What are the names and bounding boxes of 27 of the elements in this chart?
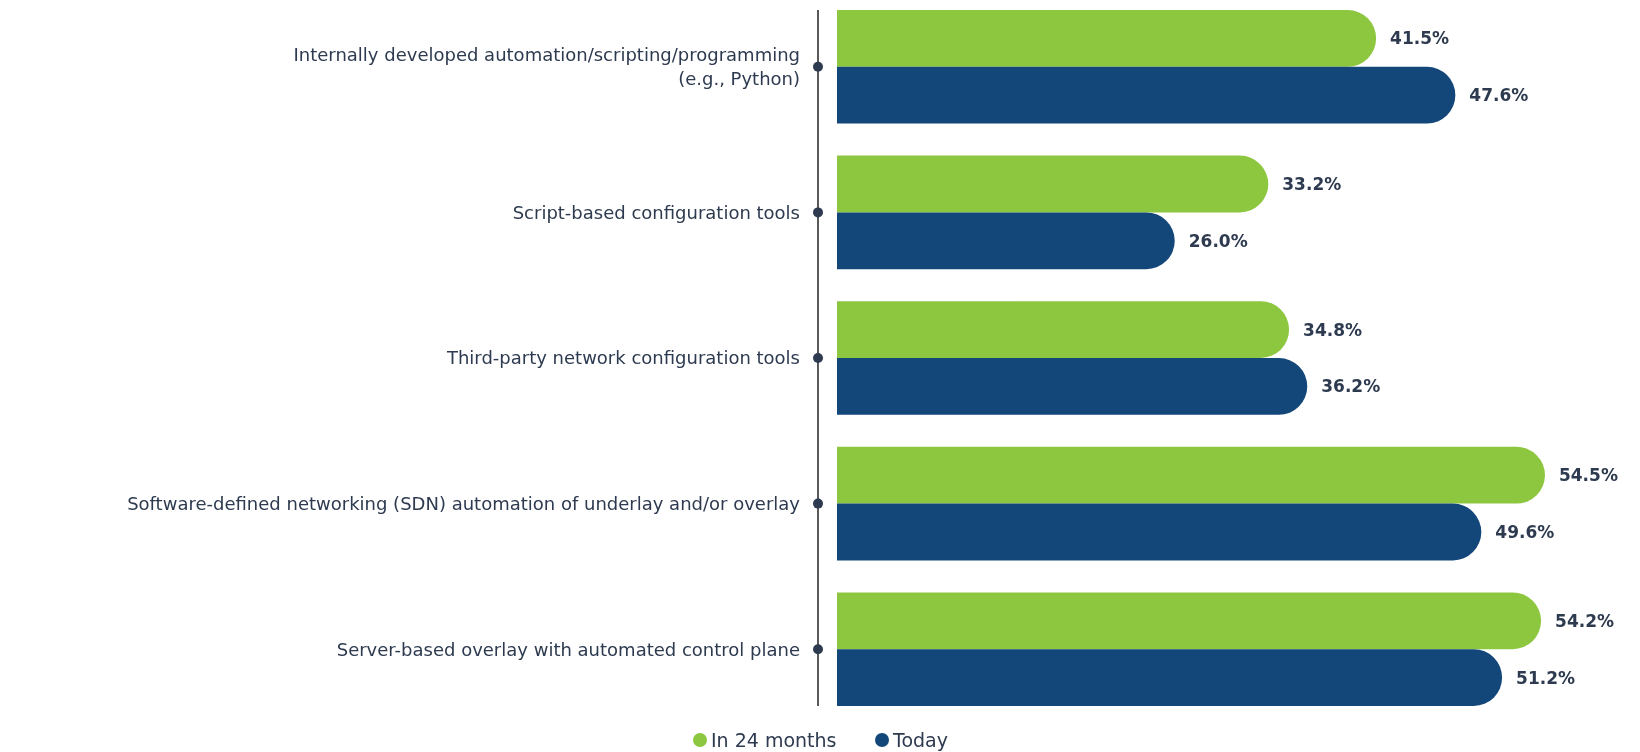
- bar: [837, 155, 1269, 213]
- data-label: 49.6%: [1495, 521, 1555, 542]
- data-label: 41.5%: [1390, 28, 1450, 49]
- bar: [837, 10, 1377, 67]
- bar: [837, 212, 1175, 270]
- data-label: 54.2%: [1555, 610, 1615, 631]
- y-tick-label: Third-party network configuration tools: [445, 347, 800, 369]
- data-label: 34.8%: [1303, 319, 1363, 340]
- y-tick-label: Script-based configuration tools: [512, 201, 800, 223]
- data-label: 26.0%: [1188, 230, 1248, 251]
- data-label: 47.6%: [1469, 85, 1529, 106]
- data-label: 36.2%: [1321, 376, 1381, 397]
- data-label: 33.2%: [1282, 173, 1342, 194]
- y-tick-label: Server-based overlay with automated control plane: [336, 638, 800, 660]
- bar: [837, 301, 1290, 358]
- legend-label: In 24 months: [711, 728, 837, 751]
- data-label: 54.5%: [1558, 465, 1618, 486]
- y-tick-label: Internally developed automation/scripting/programming (e.g., Python): [293, 44, 800, 90]
- bar: [837, 592, 1542, 650]
- y-tick-label: Software-defined networking (SDN) automation of underlay and/or overlay: [127, 492, 801, 514]
- data-label: 51.2%: [1516, 667, 1576, 688]
- bar: [837, 503, 1482, 561]
- bar: [837, 446, 1545, 504]
- legend-label: Today: [892, 728, 948, 751]
- bar: [837, 649, 1503, 706]
- bar: [837, 66, 1456, 124]
- bar: [837, 358, 1308, 415]
